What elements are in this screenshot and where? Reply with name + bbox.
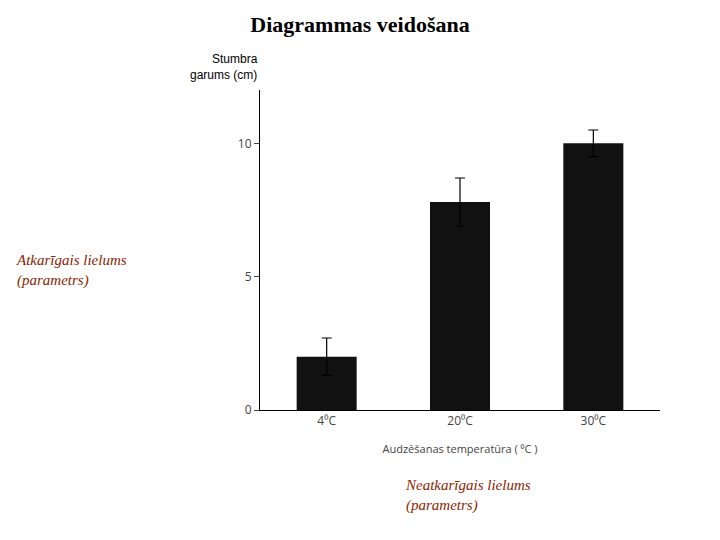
svg-text:Diagrammas veidošana: Diagrammas veidošana: [250, 12, 469, 37]
svg-text:20⁰C: 20⁰C: [447, 412, 473, 429]
svg-text:30⁰C: 30⁰C: [581, 412, 607, 429]
svg-text:Atkarīgais lielums(parametrs): Atkarīgais lielums(parametrs): [16, 252, 127, 289]
svg-text:10: 10: [238, 135, 252, 152]
svg-text:5: 5: [245, 268, 252, 285]
svg-text:Stumbragarums (cm): Stumbragarums (cm): [190, 52, 258, 82]
svg-text:4⁰C: 4⁰C: [317, 412, 336, 429]
svg-text:Neatkarīgais lielums(parametrs: Neatkarīgais lielums(parametrs): [405, 477, 531, 514]
svg-text:Audzēšanas temperatūra ( ⁰C ): Audzēšanas temperatūra ( ⁰C ): [383, 441, 538, 456]
svg-text:0: 0: [245, 401, 252, 418]
